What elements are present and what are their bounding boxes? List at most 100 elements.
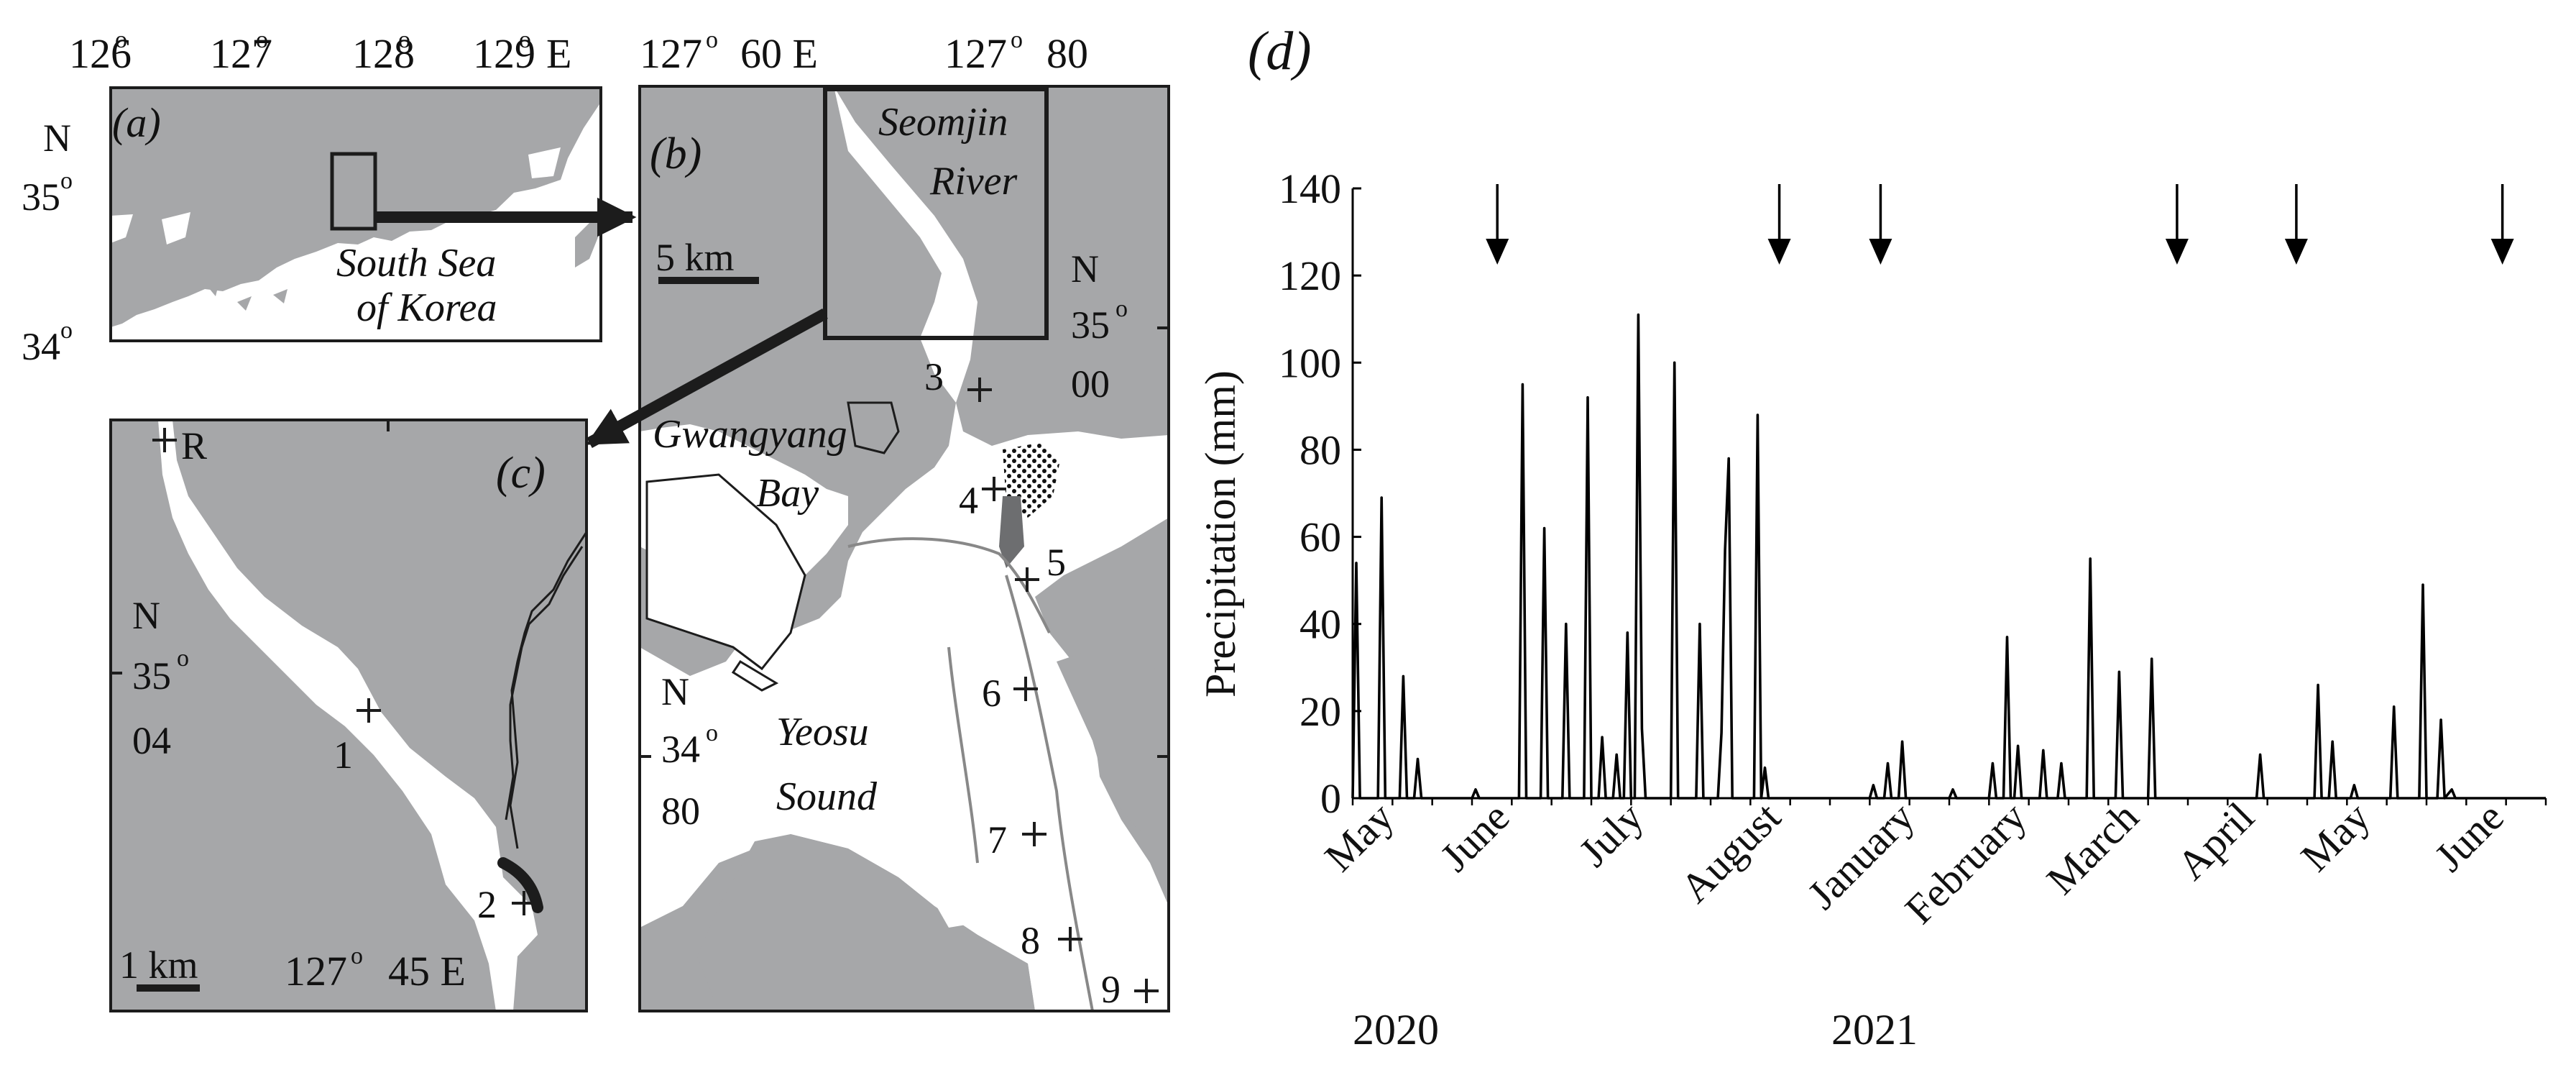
sampling-arrow-head: [2165, 239, 2189, 265]
deg: o: [398, 27, 410, 53]
panel-d-label: (d): [1248, 21, 1312, 81]
panel-b-lat-right-deg: 35: [1071, 303, 1110, 347]
y-tick-label: 20: [1300, 688, 1341, 735]
panel-b-lon-right-rest: 80: [1046, 30, 1088, 77]
panel-c-lon-deg: 127: [285, 948, 347, 994]
panel-b-lat-left-deg: 34: [661, 728, 700, 771]
panel-b-lat-right-min: 00: [1071, 362, 1110, 406]
sampling-arrow-head: [1767, 239, 1791, 265]
svg-text:3: 3: [924, 355, 944, 398]
deg: o: [1011, 27, 1023, 53]
bay-label: Bay: [756, 471, 819, 516]
deg: o: [706, 720, 718, 746]
panel-b-map: 127 o 60 E 127 o 80 (b) 5 km Seomjin Riv…: [586, 27, 1170, 1012]
south-sea-label: South Sea: [336, 241, 496, 285]
svg-text:1: 1: [334, 733, 353, 777]
panel-a-label: (a): [112, 99, 161, 146]
panel-c-n: N: [132, 594, 160, 637]
panel-b-n-left: N: [661, 670, 689, 713]
panel-c-lon-rest: 45 E: [388, 948, 466, 994]
sampling-arrow: [2490, 184, 2514, 265]
station-4: 4: [959, 477, 1006, 522]
sampling-arrow: [2165, 184, 2189, 265]
panel-b-label: (b): [650, 129, 702, 178]
deg: o: [706, 27, 718, 53]
panel-a-lon-128: 128: [352, 30, 415, 77]
x-month-label: May: [2291, 793, 2378, 880]
deg: o: [60, 317, 73, 344]
panel-a-east-label: E: [546, 30, 571, 77]
x-month-label: August: [1671, 793, 1789, 911]
svg-text:R: R: [181, 424, 207, 467]
panel-a-north-label: N: [43, 116, 71, 160]
deg: o: [1116, 296, 1128, 322]
panel-c-label: (c): [496, 449, 546, 498]
panel-a-map: (a) N 35 o 34 o 126 o 127 o 128 o 129 o …: [22, 27, 637, 368]
x-month-label: July: [1570, 793, 1652, 875]
panel-a-lon-129: 129: [473, 30, 535, 77]
x-year-label: 2020: [1353, 1006, 1439, 1053]
x-month-label: June: [2426, 793, 2513, 880]
seomjin-label: Seomjin: [878, 100, 1008, 145]
station-1: 1: [334, 698, 381, 777]
station-8: 8: [1021, 919, 1082, 962]
gwangyang-label: Gwangyang: [653, 412, 847, 457]
panel-c-lat-deg: 35: [132, 654, 171, 698]
station-6: 6: [982, 672, 1038, 715]
yeosu-label: Yeosu: [776, 710, 869, 754]
panel-b-n-right: N: [1071, 247, 1099, 291]
station-2: 2: [477, 883, 536, 926]
svg-text:2: 2: [477, 883, 497, 926]
sampling-arrow: [2284, 184, 2308, 265]
panel-b-lon-left-rest: 60 E: [740, 30, 818, 77]
sampling-arrow: [1486, 184, 1509, 265]
panel-b-lat-left-min: 80: [661, 790, 700, 833]
station-5: 5: [1015, 541, 1066, 592]
svg-text:9: 9: [1101, 968, 1121, 1011]
sound-label: Sound: [776, 774, 878, 819]
deg: o: [115, 27, 127, 53]
sampling-arrow-head: [2490, 239, 2514, 265]
y-tick-label: 140: [1279, 165, 1341, 212]
x-year-label: 2021: [1831, 1006, 1918, 1053]
station-3: 3: [924, 355, 992, 402]
svg-text:8: 8: [1021, 919, 1040, 962]
y-tick-label: 100: [1279, 339, 1341, 386]
panel-a-lat-34: 34: [22, 325, 60, 368]
sampling-arrow-head: [1869, 239, 1892, 265]
river-label: River: [929, 159, 1017, 204]
sampling-arrow: [1869, 184, 1892, 265]
precipitation-chart: (d) Precipitation (mm) 0 20 40 60 80 100 120 14…: [1197, 21, 2547, 1053]
deg: o: [519, 27, 531, 53]
y-axis-title: Precipitation (mm): [1197, 370, 1244, 698]
panel-c-map: R (c) N 35 o 04 1 2 1 km 127 o 45 E: [109, 419, 588, 1012]
precipitation-series-line: [1351, 313, 2546, 800]
station-9: 9: [1101, 968, 1159, 1011]
x-month-label: March: [2038, 793, 2148, 903]
y-tick-label: 60: [1300, 514, 1341, 561]
x-month-label: June: [1431, 793, 1518, 880]
deg: o: [256, 27, 268, 53]
y-tick-label: 0: [1320, 775, 1341, 822]
svg-text:7: 7: [988, 818, 1007, 861]
svg-text:6: 6: [982, 672, 1001, 715]
x-month-label: April: [2168, 793, 2263, 889]
panel-b-lon-left: 127: [640, 30, 702, 77]
panel-c-lat-min: 04: [132, 719, 171, 762]
y-tick-label: 120: [1279, 252, 1341, 299]
deg: o: [351, 943, 363, 969]
y-tick-label: 40: [1300, 601, 1341, 648]
panel-b-lon-right: 127: [944, 30, 1007, 77]
panel-b-scale-label: 5 km: [656, 236, 735, 279]
south-sea-label-2: of Korea: [356, 285, 497, 330]
panel-c-scale-label: 1 km: [119, 943, 198, 987]
station-7: 7: [988, 818, 1046, 861]
x-month-label: February: [1896, 793, 2036, 933]
deg: o: [177, 645, 189, 672]
sampling-arrow: [1767, 184, 1791, 265]
svg-text:4: 4: [959, 479, 978, 522]
y-tick-label: 80: [1300, 426, 1341, 473]
panel-a-lon-126: 126: [69, 30, 132, 77]
svg-text:5: 5: [1046, 541, 1066, 584]
